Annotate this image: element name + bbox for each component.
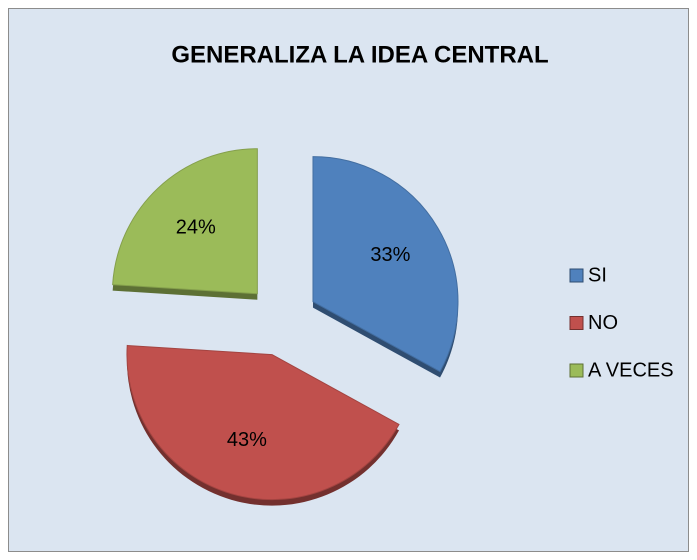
chart-title: GENERALIZA LA IDEA CENTRAL: [171, 41, 548, 68]
pie-slice: [112, 148, 258, 295]
legend-swatch: [569, 316, 584, 330]
data-label: 43%: [227, 429, 267, 451]
legend-swatch: [569, 268, 584, 283]
legend-label: NO: [588, 312, 618, 334]
legend-swatch: [569, 363, 584, 378]
pie-slice: [312, 156, 459, 373]
data-label: 24%: [176, 217, 216, 239]
data-label: 33%: [370, 244, 410, 266]
pie-slice: [126, 344, 400, 501]
legend-label: SI: [588, 264, 607, 286]
legend-label: A VECES: [588, 359, 674, 381]
